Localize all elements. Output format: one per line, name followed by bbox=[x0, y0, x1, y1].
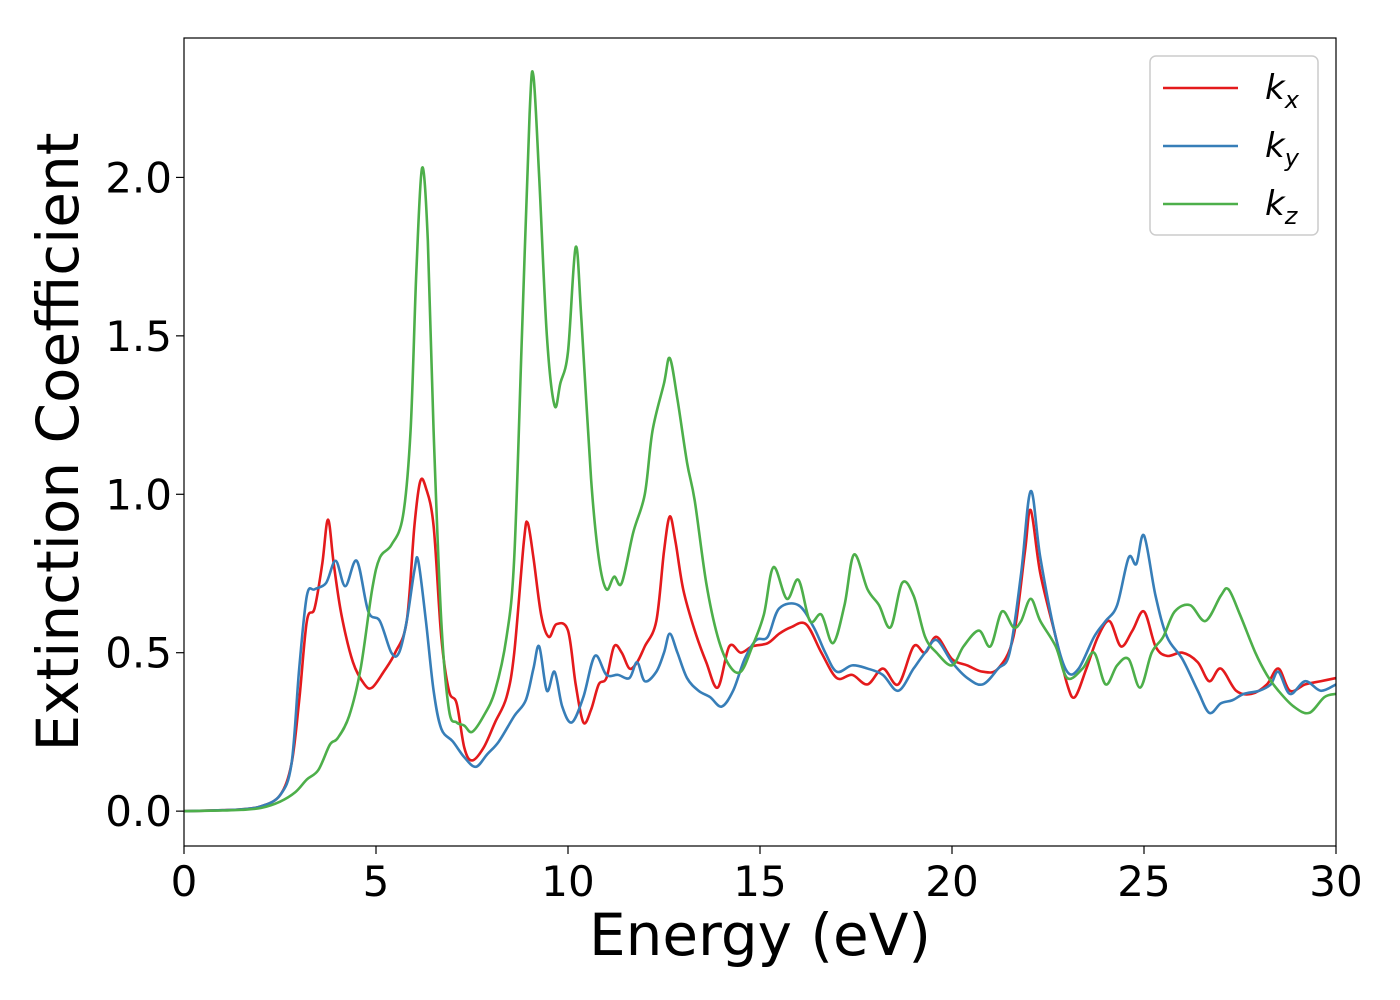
x-tick-label: 30 bbox=[1309, 857, 1362, 906]
series-line-kz bbox=[183, 70, 1337, 813]
x-tick-label: 20 bbox=[925, 857, 978, 906]
y-tick-label: 1.5 bbox=[105, 312, 172, 361]
x-tick-label: 5 bbox=[363, 857, 390, 906]
plot-background bbox=[184, 38, 1336, 846]
x-axis-label: Energy (eV) bbox=[589, 901, 931, 969]
x-tick-label: 25 bbox=[1117, 857, 1170, 906]
legend: kx ky kz bbox=[1149, 55, 1319, 236]
y-tick-label: 2.0 bbox=[105, 153, 172, 202]
y-tick-label: 0.5 bbox=[105, 629, 172, 678]
y-tick-label: 1.0 bbox=[105, 470, 172, 519]
series-line-ky bbox=[183, 489, 1337, 813]
x-tick-label: 0 bbox=[171, 857, 198, 906]
x-axis: 0 5 10 15 20 25 30 bbox=[171, 846, 1363, 906]
x-tick-label: 15 bbox=[733, 857, 786, 906]
x-tick-label: 10 bbox=[541, 857, 594, 906]
y-tick-label: 0.0 bbox=[105, 787, 172, 836]
legend-label-kz: kz bbox=[1265, 184, 1299, 230]
y-axis-label: Extinction Coefficient bbox=[24, 133, 92, 752]
y-axis: 0.0 0.5 1.0 1.5 2.0 bbox=[105, 153, 184, 836]
series-layer bbox=[183, 70, 1337, 813]
legend-label-kx: kx bbox=[1265, 68, 1300, 114]
legend-label-ky: ky bbox=[1265, 126, 1300, 172]
